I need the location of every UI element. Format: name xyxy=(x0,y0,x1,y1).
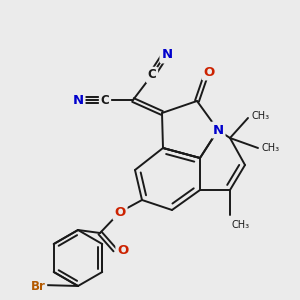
Text: N: N xyxy=(161,49,172,62)
Text: C: C xyxy=(148,68,156,82)
Text: N: N xyxy=(72,94,84,106)
Text: O: O xyxy=(114,206,126,218)
Text: CH₃: CH₃ xyxy=(261,143,279,153)
Text: CH₃: CH₃ xyxy=(251,111,269,121)
Text: C: C xyxy=(100,94,109,106)
Text: N: N xyxy=(212,124,224,136)
Text: O: O xyxy=(117,244,129,256)
Text: CH₃: CH₃ xyxy=(232,220,250,230)
Text: Br: Br xyxy=(31,280,45,293)
Text: O: O xyxy=(203,65,214,79)
